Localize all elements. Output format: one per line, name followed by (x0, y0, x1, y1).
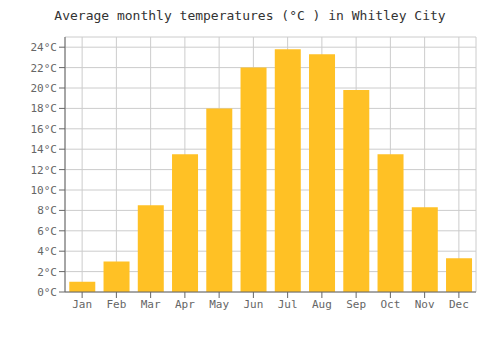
html-text:Average monthly temperatures (: Average monthly temperatures (°C ) in Wh… (54, 8, 446, 23)
svg-text:24°C: 24°C (31, 41, 58, 54)
svg-text:14°C: 14°C (31, 143, 58, 156)
svg-text:Oct: Oct (380, 298, 400, 311)
svg-text:8°C: 8°C (37, 204, 57, 217)
svg-text:May: May (209, 298, 229, 311)
svg-text:20°C: 20°C (31, 82, 58, 95)
svg-text:Apr: Apr (175, 298, 195, 311)
svg-text:Aug: Aug (312, 298, 332, 311)
svg-text:Mar: Mar (141, 298, 161, 311)
svg-text:Jun: Jun (243, 298, 263, 311)
svg-text:Jul: Jul (278, 298, 298, 311)
svg-text:Dec: Dec (449, 298, 469, 311)
svg-text:2°C: 2°C (37, 266, 57, 279)
svg-text:4°C: 4°C (37, 245, 57, 258)
svg-text:6°C: 6°C (37, 225, 57, 238)
svg-text:10°C: 10°C (31, 184, 58, 197)
svg-text:Jan: Jan (72, 298, 92, 311)
svg-text:Nov: Nov (415, 298, 435, 311)
svg-text:Sep: Sep (346, 298, 366, 311)
svg-text:Feb: Feb (106, 298, 126, 311)
svg-text:18°C: 18°C (31, 102, 58, 115)
svg-text:22°C: 22°C (31, 62, 58, 75)
svg-text:0°C: 0°C (37, 286, 57, 299)
svg-text:16°C: 16°C (31, 123, 58, 136)
svg-text:12°C: 12°C (31, 164, 58, 177)
